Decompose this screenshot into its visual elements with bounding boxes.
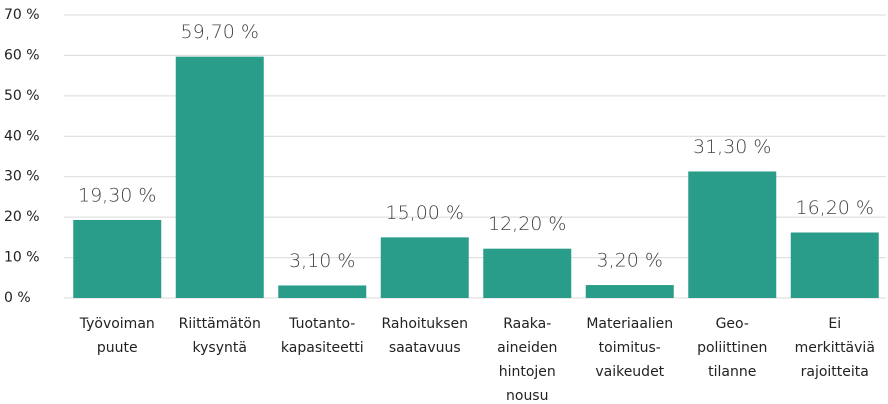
x-tick-label-line: Raaka- bbox=[503, 316, 551, 332]
x-tick-label: Tuotanto-kapasiteetti bbox=[281, 316, 364, 356]
x-tick-label-line: aineiden bbox=[497, 340, 557, 356]
x-tick-label-line: saatavuus bbox=[389, 340, 461, 356]
x-tick-label-line: tilanne bbox=[708, 364, 756, 380]
x-tick-label: Raaka-aineiden hintojen nousu bbox=[497, 316, 557, 400]
bar bbox=[278, 285, 367, 298]
y-tick-label: 40 % bbox=[4, 128, 40, 144]
value-label: 59,70 % bbox=[181, 21, 260, 43]
y-tick-label: 0 % bbox=[4, 290, 31, 306]
x-tick-label-line: puute bbox=[97, 340, 138, 356]
bar bbox=[73, 219, 162, 298]
y-tick-label: 60 % bbox=[4, 47, 40, 63]
x-tick-label-line: Ei bbox=[828, 316, 841, 332]
bar bbox=[483, 248, 572, 298]
x-tick-label-line: Työvoiman bbox=[79, 316, 155, 332]
x-tick-label: Työvoiman puute bbox=[79, 316, 155, 356]
bar bbox=[175, 56, 264, 298]
x-tick-label-line: Geo- bbox=[716, 316, 749, 332]
value-label: 3,10 % bbox=[289, 250, 355, 272]
value-label: 31,30 % bbox=[693, 136, 772, 158]
x-tick-label-line: Riittämätön bbox=[179, 316, 261, 332]
value-label: 3,20 % bbox=[597, 250, 663, 272]
value-label: 15,00 % bbox=[386, 202, 465, 224]
x-tick-label: Materiaalien toimitus-vaikeudet bbox=[586, 316, 673, 380]
x-tick-label-line: kysyntä bbox=[193, 340, 247, 356]
y-tick-label: 70 % bbox=[4, 7, 40, 23]
bar bbox=[380, 237, 469, 298]
value-label: 12,20 % bbox=[488, 213, 567, 235]
x-tick-label-line: kapasiteetti bbox=[281, 340, 364, 356]
x-tick-label-line: poliittinen bbox=[697, 340, 767, 356]
value-label: 16,20 % bbox=[796, 197, 875, 219]
x-tick-label-line: hintojen bbox=[499, 364, 556, 380]
x-tick-label: Geo-poliittinen tilanne bbox=[697, 316, 767, 380]
y-tick-label: 10 % bbox=[4, 250, 40, 266]
bar bbox=[585, 285, 674, 298]
value-label: 19,30 % bbox=[78, 184, 157, 206]
x-tick-label-line: merkittäviä bbox=[795, 340, 875, 356]
x-tick-label: Riittämätön kysyntä bbox=[179, 316, 261, 356]
x-tick-label-line: rajoitteita bbox=[801, 364, 869, 380]
x-tick-label-line: toimitus- bbox=[599, 340, 661, 356]
x-tick-label-line: Rahoituksen bbox=[381, 316, 468, 332]
x-tick-label: Ei merkittäviä rajoitteita bbox=[795, 316, 875, 380]
x-tick-label: Rahoituksen saatavuus bbox=[381, 316, 468, 356]
x-tick-label-line: vaikeudet bbox=[595, 364, 664, 380]
bar bbox=[790, 232, 879, 298]
x-tick-label-line: Tuotanto- bbox=[288, 316, 355, 332]
y-tick-label: 30 % bbox=[4, 169, 40, 185]
y-tick-label: 20 % bbox=[4, 209, 40, 225]
bar bbox=[688, 171, 777, 298]
x-tick-label-line: Materiaalien bbox=[586, 316, 673, 332]
x-tick-label-line: nousu bbox=[506, 388, 548, 400]
y-tick-label: 50 % bbox=[4, 88, 40, 104]
